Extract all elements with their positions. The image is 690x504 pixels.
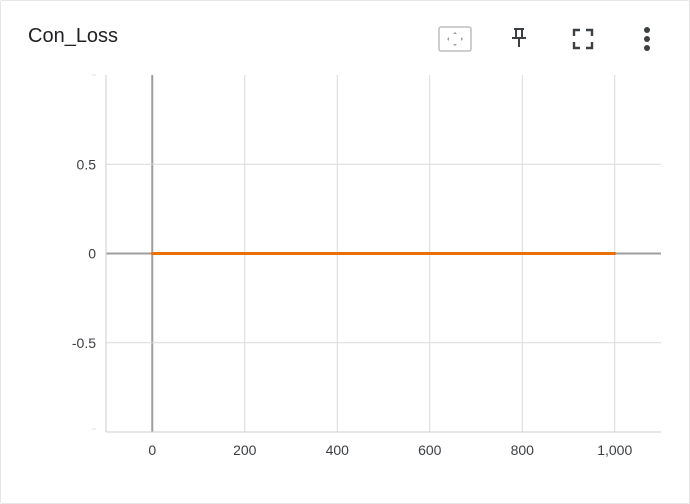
fit-domain-button[interactable] — [437, 21, 473, 57]
y-tick-label: 0.5 — [77, 156, 97, 172]
x-tick-label: 1,000 — [597, 442, 632, 458]
fullscreen-icon — [572, 28, 594, 50]
more-vert-icon — [644, 27, 650, 51]
fullscreen-button[interactable] — [565, 21, 601, 57]
x-tick-label: 0 — [148, 442, 156, 458]
pin-button[interactable] — [501, 21, 537, 57]
x-tick-label: 200 — [233, 442, 257, 458]
pin-icon — [512, 28, 526, 47]
more-options-button[interactable] — [629, 21, 665, 57]
x-tick-label: 800 — [511, 442, 535, 458]
fit-domain-icon — [438, 26, 472, 52]
y-tick-label: 0 — [88, 246, 96, 262]
y-tick-label: -0.5 — [72, 335, 96, 351]
x-tick-label: 400 — [326, 442, 350, 458]
x-tick-label: 600 — [418, 442, 442, 458]
chart-title: Con_Loss — [28, 25, 119, 47]
